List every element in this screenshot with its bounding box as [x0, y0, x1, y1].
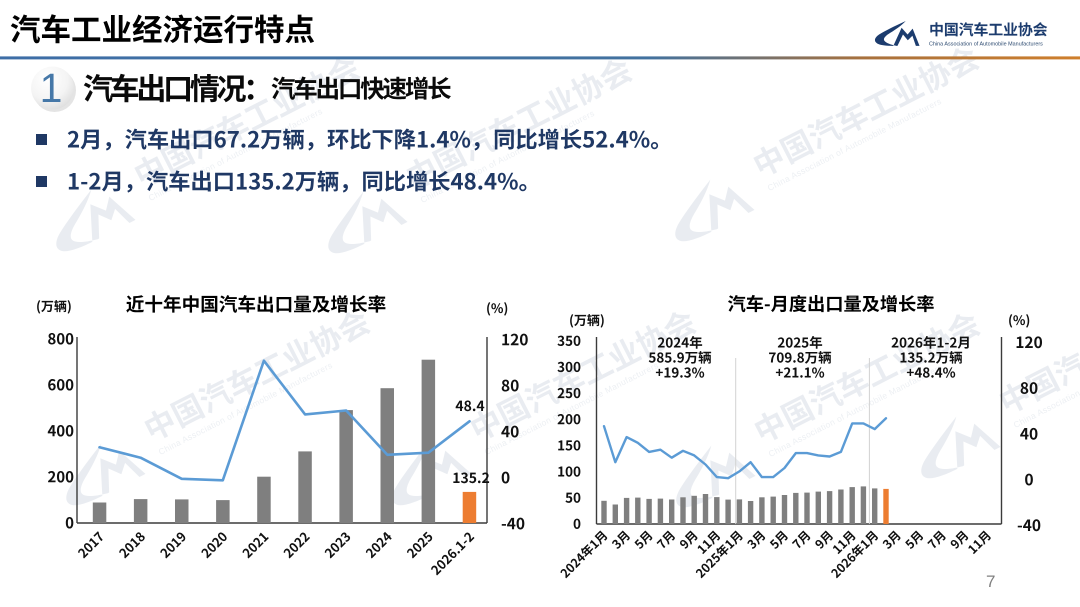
svg-text:1: 1	[40, 65, 63, 111]
svg-text:7: 7	[986, 572, 995, 591]
svg-text:China Association of Automobil: China Association of Automobile Manufact…	[929, 42, 1043, 48]
